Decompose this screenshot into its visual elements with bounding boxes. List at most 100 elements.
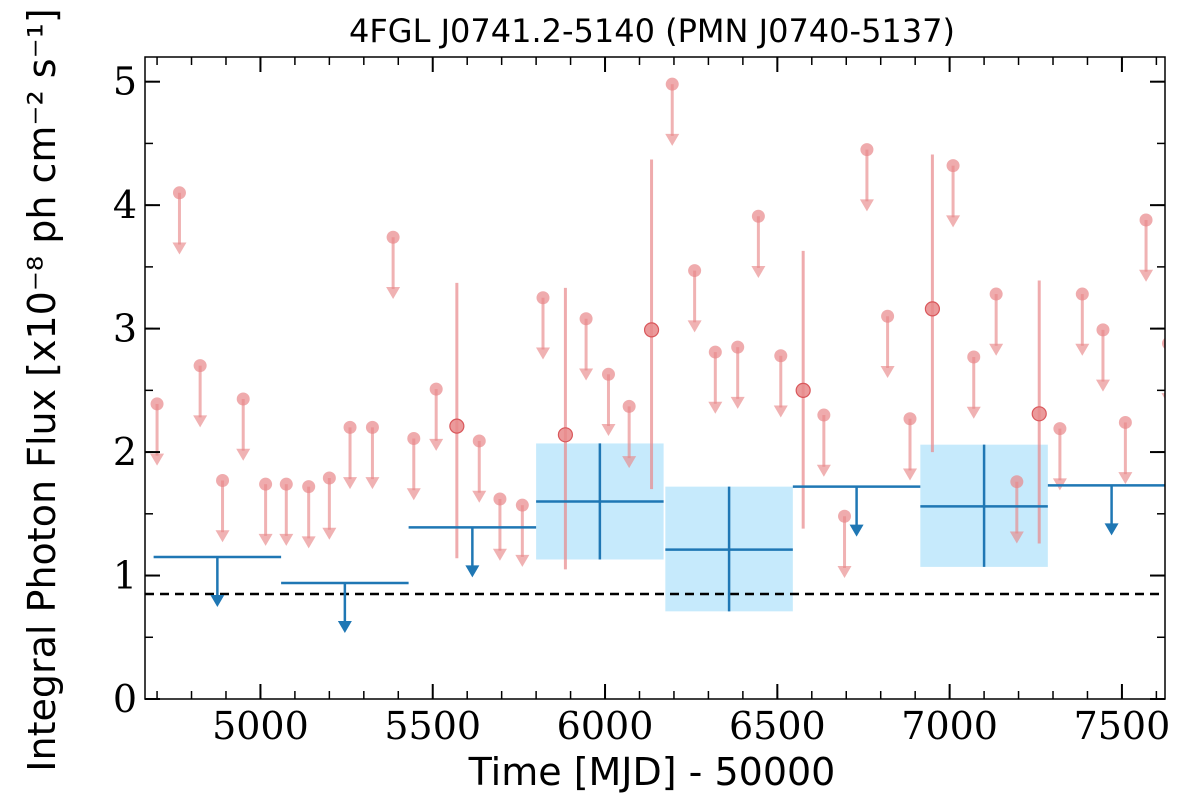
short-bin-upper-limit-36 — [1052, 422, 1067, 491]
short-bin-upper-limit-34 — [989, 287, 1004, 356]
short-bin-upper-limit-12 — [406, 431, 421, 501]
short-bin-upper-limit-40 — [1139, 213, 1154, 282]
short-bin-ul-marker-17 — [536, 291, 550, 305]
short-bin-arrow-26-head — [773, 405, 788, 418]
y-tick-label-4: 4 — [113, 183, 137, 227]
short-bin-arrow-40 — [1139, 219, 1154, 282]
short-bin-arrow-24 — [730, 347, 745, 409]
short-bin-upper-limit-33 — [966, 350, 981, 419]
long-bin-arrow-0 — [210, 557, 225, 608]
short-bin-upper-limit-1 — [172, 186, 187, 255]
short-bin-upper-limit-9 — [343, 420, 358, 490]
short-bin-ul-marker-23 — [708, 345, 722, 359]
short-bin-ul-marker-29 — [860, 143, 874, 157]
short-bin-ul-marker-1 — [172, 186, 186, 200]
short-bin-ul-marker-3 — [216, 473, 230, 487]
short-bin-arrow-19-head — [601, 424, 616, 437]
short-bin-arrow-23-head — [708, 401, 723, 414]
short-bin-arrow-28-head — [837, 566, 852, 579]
short-bin-arrow-26 — [773, 355, 788, 418]
short-bin-arrow-4-head — [236, 448, 251, 461]
short-bin-arrow-37-head — [1075, 343, 1090, 356]
short-bin-arrow-12 — [406, 438, 421, 501]
short-bin-ul-marker-22 — [688, 264, 702, 278]
short-bin-arrow-16-head — [515, 554, 530, 567]
short-bin-arrow-11-head — [386, 286, 401, 299]
short-bin-ul-marker-33 — [967, 350, 981, 364]
short-bin-upper-limit-23 — [708, 345, 723, 414]
short-bin-upper-limit-31 — [903, 412, 917, 481]
short-bin-arrow-27-head — [816, 464, 831, 477]
short-bin-upper-limit-11 — [386, 230, 401, 299]
short-bin-arrow-2 — [193, 365, 208, 428]
long-bin-upper-limit-2 — [408, 526, 537, 578]
short-bin-ul-marker-41 — [1161, 337, 1165, 349]
short-bin-arrow-39 — [1118, 422, 1133, 485]
short-bin-ul-marker-40 — [1139, 213, 1153, 227]
short-bin-arrow-9 — [343, 427, 358, 490]
x-tick-label-2: 6000 — [557, 704, 654, 748]
short-bin-ul-marker-27 — [817, 408, 831, 422]
long-bin-detection-1 — [665, 486, 793, 612]
short-bin-arrow-34-head — [989, 343, 1004, 356]
short-bin-upper-limit-20 — [622, 399, 637, 469]
short-bin-ul-marker-20 — [622, 399, 636, 413]
short-bin-ul-marker-39 — [1118, 415, 1132, 429]
short-bin-detection-4 — [924, 154, 940, 453]
x-tick-label-0: 5000 — [212, 704, 309, 748]
short-bin-upper-limit-19 — [601, 367, 616, 437]
x-tick-label-1: 5500 — [384, 704, 481, 748]
short-bin-upper-limit-5 — [258, 477, 273, 546]
short-bin-arrow-30-head — [880, 366, 895, 378]
short-bin-upper-limit-29 — [859, 143, 874, 212]
x-tick-label-4: 7000 — [901, 704, 998, 748]
short-bin-arrow-33-head — [966, 406, 981, 419]
short-bin-ul-marker-11 — [386, 230, 400, 244]
short-bin-arrow-41-head — [1161, 393, 1165, 400]
short-bin-arrow-2-head — [193, 415, 208, 428]
short-bin-arrow-34 — [989, 294, 1004, 356]
short-bin-arrow-20-head — [622, 456, 637, 469]
short-bin-arrow-5 — [258, 484, 273, 546]
y-tick-label-1: 1 — [113, 554, 137, 598]
short-bin-upper-limit-30 — [880, 309, 895, 378]
axes-frame — [144, 56, 1166, 700]
short-bin-arrow-40-head — [1139, 269, 1154, 282]
short-bin-arrow-15 — [492, 498, 507, 561]
short-bin-arrow-32-head — [946, 215, 961, 228]
short-bin-ul-marker-35 — [1010, 475, 1024, 489]
short-bin-upper-limit-7 — [301, 480, 316, 549]
short-bin-ul-marker-4 — [236, 392, 250, 406]
short-bin-arrow-21 — [665, 84, 680, 146]
long-bin-arrow-2-head — [465, 565, 480, 578]
short-bin-arrow-0 — [150, 403, 165, 466]
short-bin-ul-marker-14 — [472, 434, 486, 448]
y-tick-label-2: 2 — [113, 430, 137, 474]
short-bin-ul-marker-18 — [579, 312, 593, 326]
short-bin-arrow-1-head — [172, 242, 187, 255]
chart-title: 4FGL J0741.2-5140 (PMN J0740-5137) — [349, 12, 955, 50]
short-bin-ul-marker-7 — [302, 480, 316, 494]
short-bin-arrow-24-head — [730, 396, 745, 409]
short-bin-ul-marker-9 — [343, 420, 357, 434]
short-bin-arrow-6 — [279, 484, 294, 546]
short-bin-arrow-13-head — [429, 438, 444, 451]
long-bin-upper-limit-3 — [792, 485, 921, 537]
short-bin-upper-limit-41 — [1161, 337, 1165, 400]
short-bin-ul-marker-2 — [193, 359, 207, 373]
short-bin-arrow-3 — [215, 480, 230, 543]
short-bin-arrow-10-head — [365, 477, 380, 490]
short-bin-arrow-41 — [1161, 393, 1165, 400]
short-bin-arrow-7 — [301, 486, 316, 549]
short-bin-arrow-38-head — [1095, 379, 1110, 392]
short-bin-upper-limit-24 — [730, 340, 745, 409]
short-bin-upper-limit-14 — [472, 434, 487, 503]
short-bin-arrow-4 — [236, 398, 251, 461]
short-bin-arrow-10 — [365, 427, 380, 490]
long-bin-arrow-0-head — [210, 595, 225, 608]
short-bin-arrow-25 — [751, 216, 766, 278]
short-bin-ul-marker-36 — [1053, 422, 1067, 436]
short-bin-upper-limit-28 — [837, 509, 852, 579]
short-bin-upper-limit-25 — [751, 209, 766, 278]
short-bin-ul-marker-8 — [322, 471, 336, 485]
